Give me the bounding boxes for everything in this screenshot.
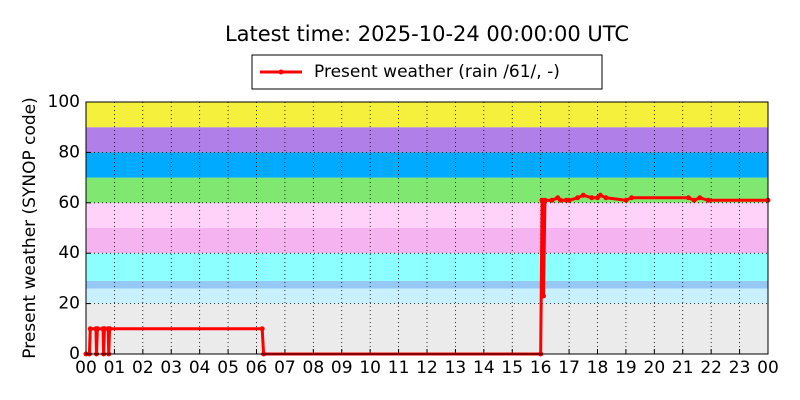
x-tick-label: 22 (700, 358, 722, 378)
x-tick-label: 18 (587, 358, 609, 378)
x-tick-label: 02 (132, 358, 154, 378)
data-point (603, 195, 609, 201)
x-tick-label: 04 (189, 358, 211, 378)
x-tick-label: 08 (303, 358, 325, 378)
x-tick-label: 05 (217, 358, 239, 378)
x-tick-label: 07 (274, 358, 296, 378)
x-tick-label: 23 (729, 358, 751, 378)
data-point (107, 326, 113, 332)
data-point (685, 195, 691, 201)
background-band (86, 152, 768, 178)
data-point (697, 195, 703, 201)
data-point (623, 197, 629, 203)
data-point (589, 195, 595, 201)
data-point (558, 197, 564, 203)
y-tick-label: 100 (48, 92, 80, 112)
x-tick-label: 01 (104, 358, 126, 378)
data-point (691, 197, 697, 203)
x-tick-label: 21 (672, 358, 694, 378)
x-tick-label: 10 (359, 358, 381, 378)
chart-title: Latest time: 2025-10-24 00:00:00 UTC (225, 22, 629, 46)
data-point (629, 195, 635, 201)
y-tick-label: 60 (58, 193, 80, 213)
data-point (94, 326, 100, 332)
y-tick-label: 40 (58, 243, 80, 263)
plot-frame (85, 101, 769, 355)
x-tick-label: 00 (757, 358, 779, 378)
legend-label: Present weather (rain /61/, -) (314, 62, 560, 82)
data-point (597, 192, 603, 198)
x-tick-label: 14 (473, 358, 495, 378)
x-tick-label: 09 (331, 358, 353, 378)
y-tick-label: 20 (58, 294, 80, 314)
x-tick-label: 03 (160, 358, 182, 378)
data-point (575, 195, 581, 201)
y-axis-label: Present weather (SYNOP code) (20, 97, 40, 358)
legend-marker (278, 69, 284, 75)
background-band (86, 228, 768, 254)
x-tick-label: 06 (246, 358, 268, 378)
x-tick-label: 17 (558, 358, 580, 378)
x-tick-label: 13 (445, 358, 467, 378)
x-tick-label: 11 (388, 358, 410, 378)
data-point (705, 197, 711, 203)
data-point (566, 197, 572, 203)
x-tick-label: 15 (501, 358, 523, 378)
y-tick-label: 80 (58, 142, 80, 162)
x-tick-label: 00 (75, 358, 97, 378)
background-band (86, 127, 768, 153)
x-tick-label: 20 (644, 358, 666, 378)
background-band (86, 288, 768, 304)
x-tick-label: 16 (530, 358, 552, 378)
data-point (549, 197, 555, 203)
legend-box (251, 54, 603, 90)
data-point (259, 326, 265, 332)
data-point (542, 197, 548, 203)
x-tick-label: 19 (615, 358, 637, 378)
data-point (541, 293, 547, 299)
background-band (86, 253, 768, 281)
data-point (87, 326, 93, 332)
data-point (580, 192, 586, 198)
y-tick-label: 0 (69, 344, 80, 364)
background-band (86, 280, 768, 289)
data-point (101, 326, 107, 332)
x-tick-label: 12 (416, 358, 438, 378)
